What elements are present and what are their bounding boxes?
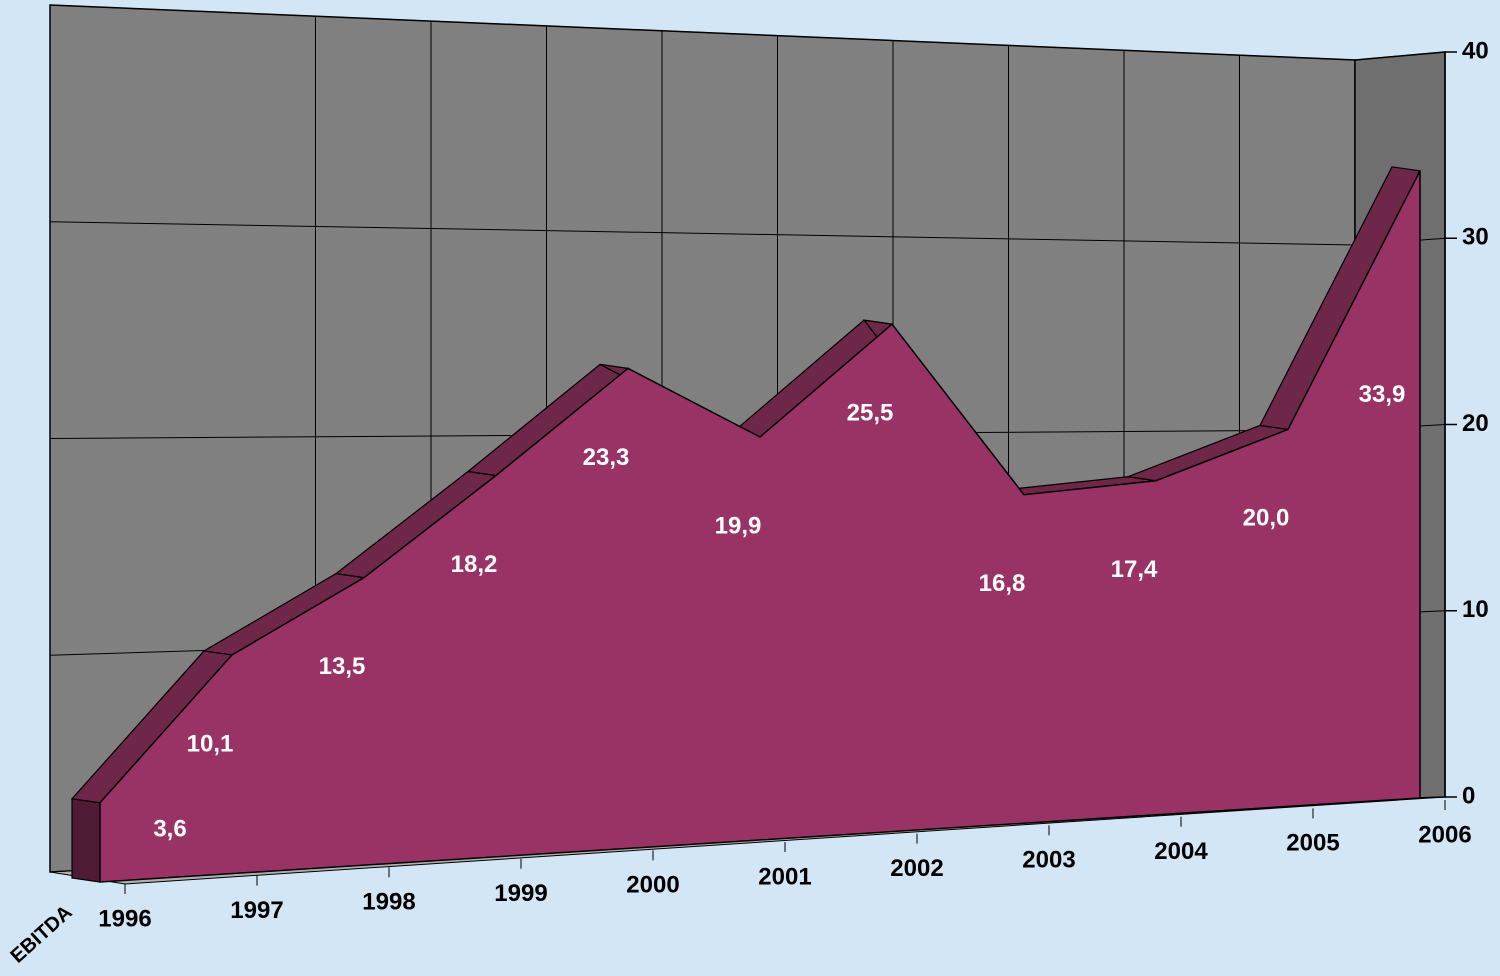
grid-line [49, 4, 1356, 61]
x-tick-label: 1999 [494, 880, 547, 907]
x-tick-label: 1998 [362, 889, 415, 916]
y-tick-label: 0 [1462, 782, 1475, 809]
value-label: 13,5 [319, 653, 366, 680]
x-tick-label: 2001 [758, 863, 811, 890]
value-label: 10,1 [187, 730, 234, 757]
value-label: 33,9 [1359, 381, 1406, 408]
series-label: EBITDA [6, 901, 76, 967]
grid-line [1354, 51, 1446, 61]
area-side-face [71, 798, 101, 883]
grid-line [49, 221, 1356, 246]
value-label: 20,0 [1243, 505, 1290, 532]
area [99, 170, 1421, 883]
value-label: 3,6 [153, 815, 186, 842]
value-label: 23,3 [583, 444, 630, 471]
value-label: 17,4 [1111, 556, 1158, 583]
x-tick-label: 2004 [1154, 838, 1208, 865]
value-label: 19,9 [715, 512, 762, 539]
x-tick-label: 2002 [890, 855, 943, 882]
y-tick-label: 40 [1462, 37, 1489, 64]
x-tick-label: 2005 [1286, 830, 1339, 857]
y-tick-label: 10 [1462, 596, 1489, 623]
x-tick-label: 1996 [98, 905, 151, 932]
y-tick-label: 30 [1462, 224, 1489, 251]
value-label: 18,2 [451, 551, 498, 578]
value-label: 25,5 [847, 399, 894, 426]
x-tick-label: 2006 [1418, 821, 1471, 848]
plot: 3,6 10,1 13,5 18,2 23,3 19,9 25,5 16,8 17,4 20,0 3… [6, 166, 1472, 968]
x-tick-label: 1997 [230, 897, 283, 924]
x-tick-label: 2003 [1022, 847, 1075, 874]
value-label: 16,8 [979, 570, 1026, 597]
x-tick-label: 2000 [626, 872, 679, 899]
y-tick-label: 20 [1462, 410, 1489, 437]
